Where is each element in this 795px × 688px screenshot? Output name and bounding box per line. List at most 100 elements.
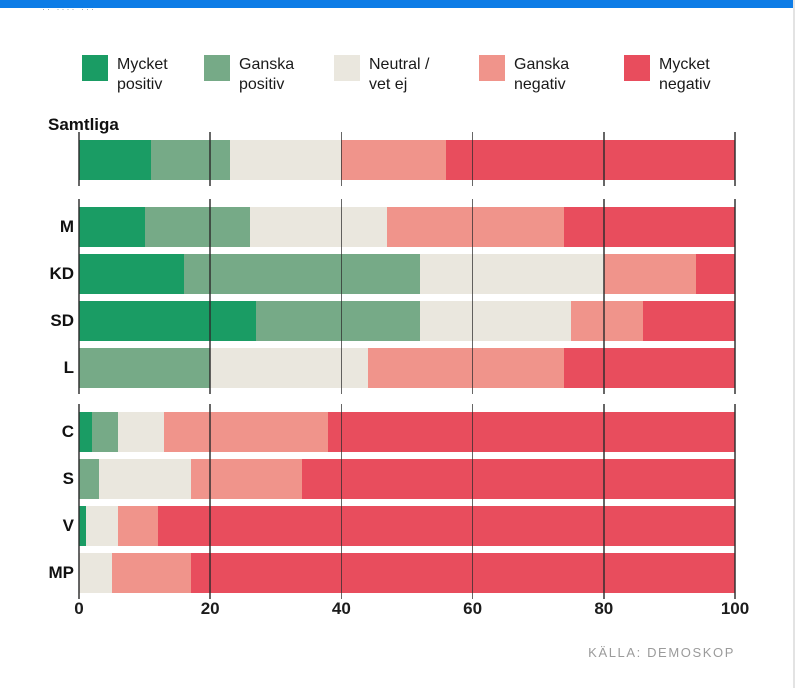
legend-item: Mycket negativ [624,55,737,95]
bar-segment [367,348,565,388]
bar-segment [85,506,119,546]
legend-label: Neutral / vet ej [369,56,430,93]
x-axis-tick-label: 20 [200,599,220,618]
bar-segment [79,412,93,452]
legend-item: Ganska negativ [479,55,592,95]
bar-segment [190,459,303,499]
window-right-edge [793,0,795,688]
gridline [734,132,736,186]
bar-segment [446,140,735,180]
bar-segment [210,348,368,388]
bar-track [79,553,735,593]
bar-row: MP [49,553,735,593]
chart: Samtliga M KD SD L C S V MP 0 20 40 60 80 100 [0,114,749,621]
bar-segment [256,301,421,341]
x-axis-tick-label: 0 [74,599,84,618]
gridline [471,132,474,186]
bar-segment [79,140,152,180]
bar-segment [341,140,447,180]
bar-row: C [62,412,735,452]
row-label: L [63,358,74,377]
bar-segment [643,301,735,341]
gridline [209,132,211,186]
x-axis: 0 20 40 60 80 100 [74,599,749,621]
bar-segment [111,553,191,593]
bar-segment [249,207,388,247]
gridline [471,199,474,394]
gridline [603,132,605,186]
legend-swatch [479,55,505,81]
gridline [78,199,80,394]
row-label: V [62,516,74,535]
bar-segment [229,140,342,180]
legend-label: Mycket positiv [117,56,168,93]
bar-segment [79,301,257,341]
row-label: C [61,422,74,441]
section-header: Samtliga [48,115,119,134]
legend-item: Mycket positiv [82,55,195,95]
bar-segment [79,506,86,546]
bar-track [79,412,735,452]
gridline [78,132,80,186]
x-axis-tick-label: 60 [463,599,483,618]
bar-segment [420,254,604,294]
bar-segment [79,207,145,247]
bar-segment [164,412,329,452]
row-label: KD [49,264,74,283]
bar-track [79,207,735,247]
bar-group: M KD SD L [49,199,736,394]
bar-segment [118,412,165,452]
clipped-text-artifact: ·· ···· ··· [42,6,96,14]
window-top-accent-bar [0,0,795,8]
bar-segment [570,301,644,341]
row-label: SD [50,311,74,330]
gridline [471,404,474,599]
bar-row: V [63,506,735,546]
bar-row: SD [50,301,735,341]
gridline [734,404,736,599]
bar-segment [190,553,735,593]
row-label: MP [48,563,75,582]
legend-swatch [82,55,108,81]
bar-segment [79,553,112,593]
bar-segment [420,301,571,341]
bar-segment [92,412,119,452]
gridline [340,132,343,186]
bar-row: KD [49,254,735,294]
gridline [603,199,605,394]
bar-segment [564,348,735,388]
legend-item: Ganska positiv [204,55,317,95]
x-axis-tick-label: 40 [331,599,351,618]
legend-swatch [334,55,360,81]
bar-segment [151,140,230,180]
legend-label: Ganska negativ [514,56,570,93]
bar-row [79,140,735,180]
gridline [209,404,211,599]
bar-group [78,132,736,186]
bar-segment [183,254,421,294]
bar-segment [157,506,735,546]
bar-group: C S V MP [49,404,736,599]
chart-legend: Mycket positiv Ganska positiv Neutral / ve… [0,55,795,113]
bar-row: L [64,348,735,388]
legend-item: Neutral / vet ej [334,55,447,95]
bar-segment [118,506,158,546]
bar-segment [79,459,99,499]
row-label: M [59,217,74,236]
bar-track [79,459,735,499]
gridline [209,199,211,394]
legend-label: Mycket negativ [659,56,711,93]
bar-track [79,301,735,341]
bar-track [79,140,735,180]
bar-row: S [63,459,735,499]
bar-track [79,254,735,294]
legend-swatch [204,55,230,81]
bar-track [79,506,735,546]
bar-segment [564,207,735,247]
bar-segment [79,348,211,388]
row-label: S [62,469,74,488]
gridline [78,404,80,599]
legend-swatch [624,55,650,81]
bar-segment [98,459,191,499]
bar-segment [328,412,735,452]
